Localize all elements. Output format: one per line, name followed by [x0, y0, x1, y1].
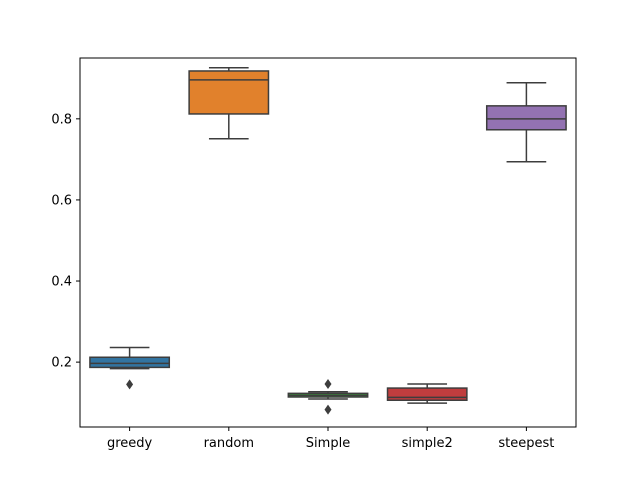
outlier-point [324, 379, 332, 390]
box-iqr [485, 105, 567, 131]
x-tick-label: greedy [107, 436, 153, 451]
box-random [188, 66, 270, 140]
x-tick-label: steepest [498, 436, 554, 451]
outlier-point [126, 379, 134, 390]
box-simple2 [386, 383, 468, 404]
plot-area [89, 66, 567, 415]
axes: 0.2 0.4 0.6 0.8 greedy random Simple simple2 ste… [51, 57, 577, 451]
y-tick-label: 0.4 [51, 275, 72, 290]
box-iqr [89, 356, 171, 369]
y-tick-label: 0.2 [51, 356, 72, 371]
outlier-point [324, 404, 332, 415]
box-steepest [485, 81, 567, 163]
box-iqr [188, 70, 270, 115]
y-tick-label: 0.6 [51, 193, 72, 208]
box-iqr [386, 387, 468, 401]
x-tick-label: Simple [306, 436, 350, 451]
box-Simple [287, 379, 369, 415]
x-tick-label: simple2 [402, 436, 453, 451]
x-tick-label: random [204, 436, 254, 451]
y-tick-label: 0.8 [51, 112, 72, 127]
box-greedy [89, 346, 171, 390]
